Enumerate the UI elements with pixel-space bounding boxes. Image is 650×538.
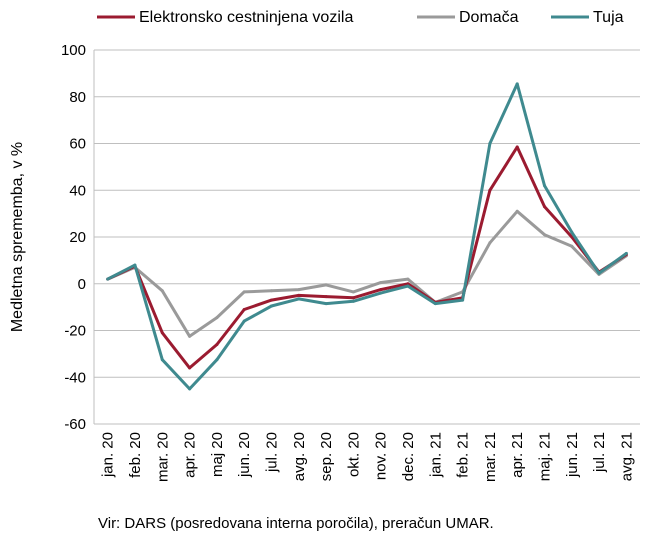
data-point <box>188 334 192 338</box>
x-tick-label: apr. 21 <box>509 432 526 478</box>
data-point <box>351 299 355 303</box>
x-tick-label: nov. 20 <box>373 432 390 480</box>
x-tick-label: feb. 20 <box>127 432 144 478</box>
data-point <box>270 304 273 308</box>
data-point <box>515 145 519 149</box>
y-tick-label: 100 <box>61 42 86 59</box>
data-point <box>597 271 601 275</box>
data-point <box>379 288 383 292</box>
data-point <box>160 331 164 335</box>
data-point <box>242 290 246 294</box>
data-point <box>215 343 219 346</box>
data-point <box>351 296 355 300</box>
data-point <box>433 302 437 306</box>
y-tick-label: -60 <box>64 416 86 433</box>
legend: Elektronsko cestninjena vozila Domača Tuja <box>97 9 624 26</box>
y-tick-label: 0 <box>78 276 86 293</box>
series-line-1 <box>107 209 628 338</box>
data-point <box>242 308 246 311</box>
data-point <box>543 233 546 237</box>
data-point <box>488 142 492 145</box>
data-point <box>297 297 301 301</box>
data-point <box>215 358 219 362</box>
data-point <box>406 284 410 288</box>
data-point <box>515 209 519 213</box>
data-point <box>324 302 328 306</box>
x-tick-label: feb. 21 <box>455 432 472 478</box>
x-tick-label: maj. 21 <box>536 432 553 481</box>
data-point <box>324 283 328 287</box>
data-point <box>297 288 301 292</box>
x-tick-label: avg. 20 <box>291 432 308 481</box>
data-point <box>270 298 273 302</box>
source-note: Vir: DARS (posredovana interna poročila)… <box>98 515 494 532</box>
data-point <box>215 316 219 320</box>
y-tick-label: -20 <box>64 323 86 340</box>
x-tick-label: okt. 20 <box>345 432 362 477</box>
data-point <box>570 230 574 234</box>
x-tick-label: jun. 21 <box>564 432 581 478</box>
y-tick-label: 20 <box>69 229 86 246</box>
x-tick-label: avg. 21 <box>618 432 635 481</box>
data-point <box>461 298 465 302</box>
series-line-0 <box>107 145 628 370</box>
data-point <box>242 319 246 323</box>
data-point <box>406 277 410 281</box>
x-tick-label: jan. 21 <box>427 432 444 478</box>
axes: -60 -40 -20 0 20 40 60 80 100 jan. 20 feb. 20 mar. … <box>61 42 635 482</box>
x-tick-label: jan. 20 <box>100 432 117 478</box>
x-tick-label: jul. 20 <box>263 432 280 473</box>
data-point <box>543 184 546 188</box>
legend-label: Elektronsko cestninjena vozila <box>139 9 353 26</box>
x-tick-label: maj 20 <box>209 432 226 477</box>
y-tick-label: 40 <box>69 182 86 199</box>
data-point <box>515 82 519 86</box>
data-point <box>570 235 574 239</box>
x-tick-label: apr. 20 <box>182 432 199 478</box>
data-point <box>133 263 137 267</box>
x-tick-label: jul. 21 <box>591 432 608 473</box>
y-tick-label: -40 <box>64 369 86 386</box>
data-point <box>160 358 164 362</box>
y-tick-label: 60 <box>69 136 86 153</box>
data-point <box>351 290 355 294</box>
x-tick-label: mar. 21 <box>482 432 499 482</box>
legend-label: Tuja <box>593 9 624 26</box>
data-point <box>160 289 164 293</box>
data-point <box>297 293 301 297</box>
y-axis-title: Medletna sprememba, v % <box>9 142 26 332</box>
series-lines <box>106 82 628 391</box>
x-tick-label: sep. 20 <box>318 432 335 481</box>
data-point <box>188 387 192 391</box>
gridlines <box>94 49 640 425</box>
data-point <box>188 366 192 370</box>
data-point <box>624 251 628 255</box>
x-tick-label: jun. 20 <box>236 432 253 478</box>
series-line-2 <box>107 82 628 391</box>
data-point <box>270 289 273 293</box>
data-point <box>324 295 328 299</box>
data-point <box>106 277 110 281</box>
data-point <box>406 282 410 286</box>
x-tick-label: mar. 20 <box>154 432 171 482</box>
data-point <box>379 281 383 285</box>
data-point <box>379 291 383 295</box>
data-point <box>543 205 546 209</box>
data-point <box>570 244 574 248</box>
y-tick-label: 80 <box>69 89 86 106</box>
x-tick-label: dec. 20 <box>400 432 417 481</box>
legend-label: Domača <box>459 9 519 26</box>
data-point <box>488 188 492 192</box>
data-point <box>488 241 492 245</box>
